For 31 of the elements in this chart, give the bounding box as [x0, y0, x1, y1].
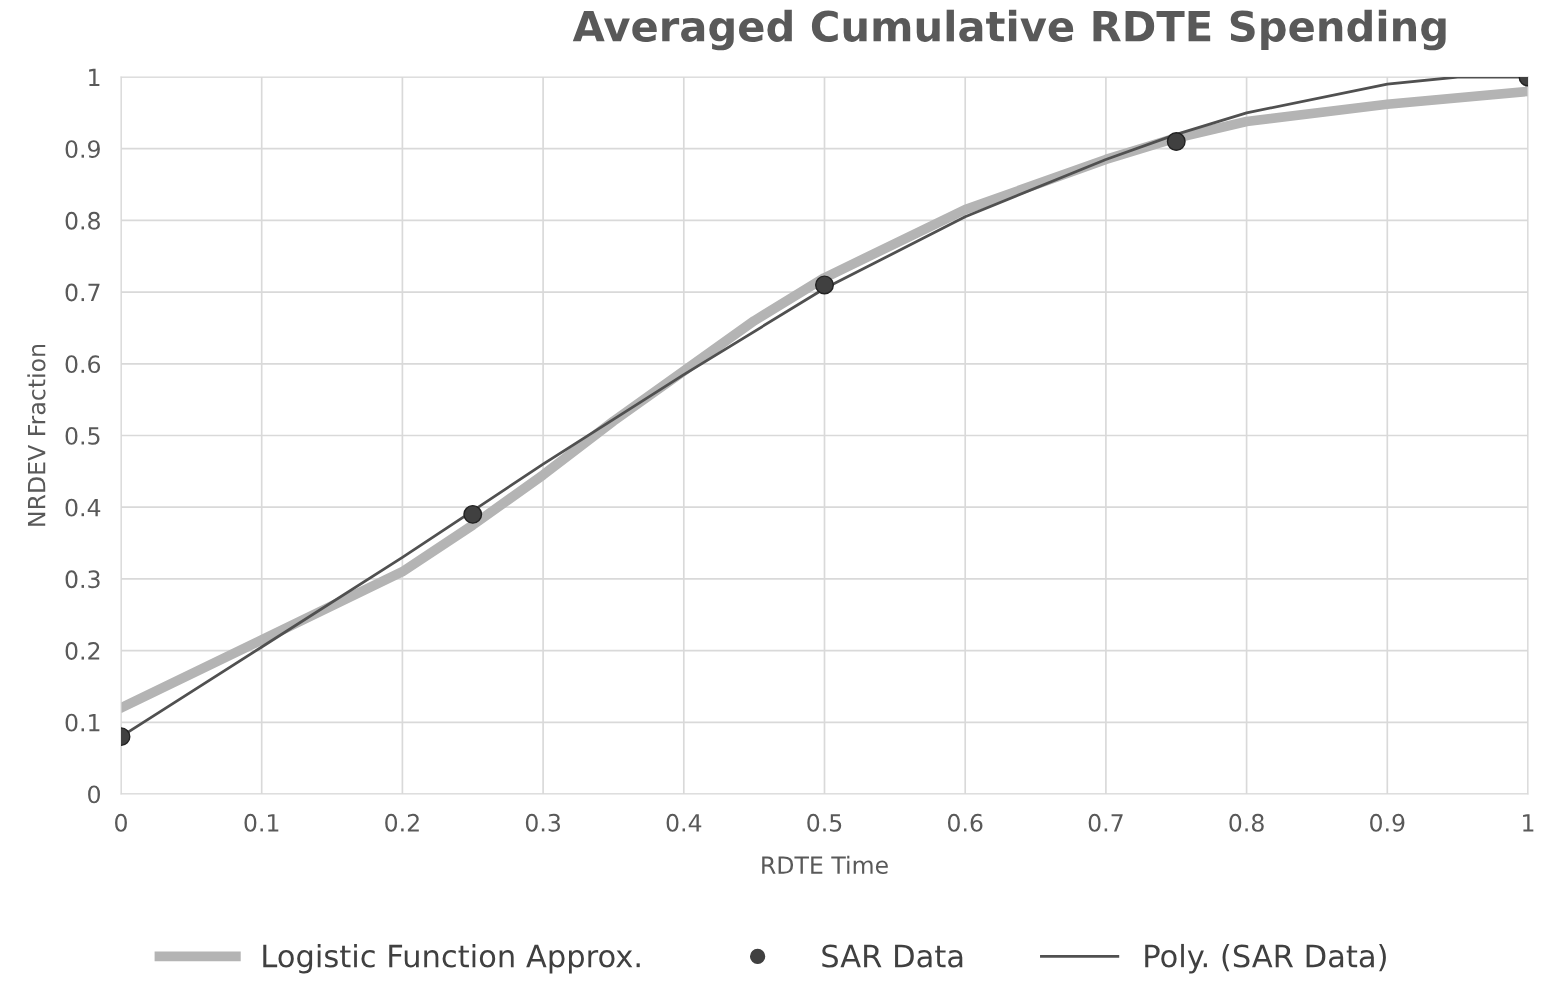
point: [815, 275, 834, 295]
y-tick-label: 0.9: [65, 140, 100, 159]
y-tick-label: 0.2: [65, 642, 100, 660]
y-tick-label: 0.5: [65, 426, 100, 445]
x-tick-label: 0.7: [1088, 813, 1123, 832]
y-axis-title: NRDEV Fraction: [27, 344, 46, 526]
y-tick-label: 0.6: [65, 355, 101, 374]
y-tick-label: 0.4: [65, 498, 101, 517]
x-tick-label: 0: [115, 813, 127, 832]
x-tick-label: 0.3: [525, 813, 560, 832]
x-tick-label: 0.2: [385, 813, 419, 832]
y-tick-label: 0.1: [65, 713, 100, 732]
legend-label: Poly. (SAR Data): [1145, 943, 1386, 974]
y-tick-label: 0.3: [65, 570, 100, 589]
x-tick-label: 0.4: [666, 813, 702, 832]
y-tick-label: 0: [88, 785, 100, 804]
legend-label: Logistic Function Approx.: [263, 943, 640, 974]
y-tick-label: 1: [89, 68, 100, 86]
chart-title: Averaged Cumulative RDTE Spending: [572, 9, 1446, 51]
x-tick-label: 0.5: [807, 813, 842, 832]
y-tick-label: 0.8: [65, 211, 100, 230]
legend-label: SAR Data: [822, 944, 963, 968]
x-tick-label: 1: [1523, 814, 1534, 832]
x-axis-title: RDTE Time: [762, 855, 888, 875]
point: [463, 504, 483, 524]
y-tick-label: 0.7: [65, 283, 100, 302]
x-tick-label: 0.6: [947, 813, 983, 832]
x-tick-label: 0.8: [1229, 813, 1264, 832]
point: [1166, 132, 1186, 152]
x-tick-label: 0.1: [244, 813, 279, 832]
x-tick-label: 0.9: [1370, 813, 1405, 832]
